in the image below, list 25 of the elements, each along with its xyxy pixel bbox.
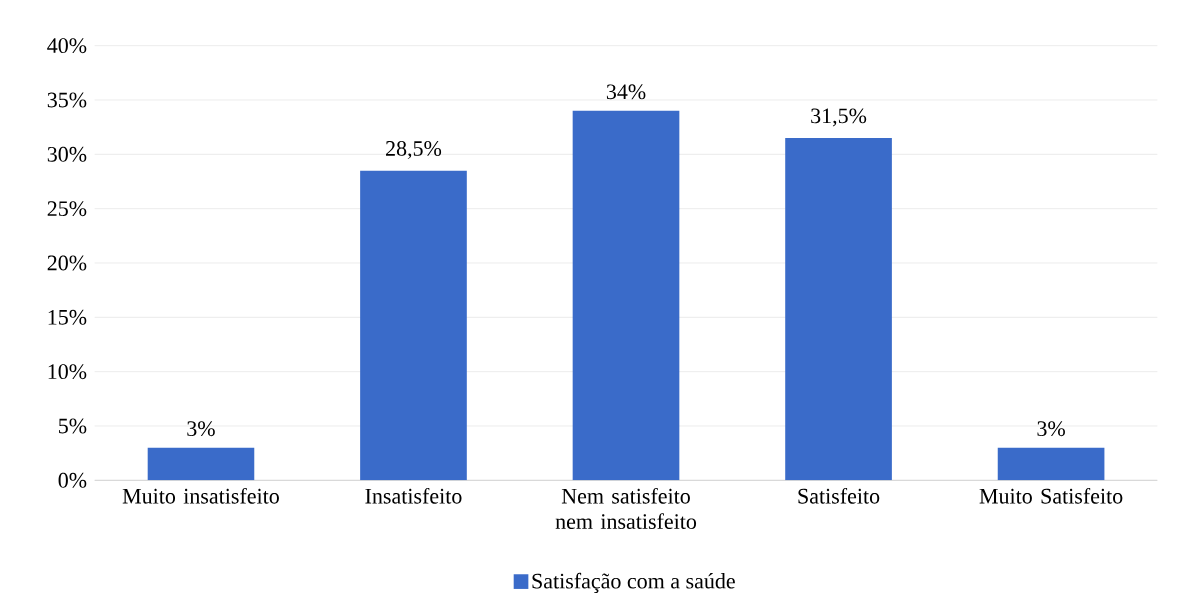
y-tick-label: 15% — [48, 309, 87, 325]
y-tick-label: 10% — [48, 364, 87, 380]
bar — [360, 170, 467, 481]
data-label: 3% — [187, 421, 215, 437]
y-tick-label: 25% — [47, 201, 87, 217]
y-tick-label: 5% — [59, 418, 87, 434]
bar — [997, 447, 1105, 481]
y-tick-label: 35% — [47, 92, 87, 108]
data-label: 31,5% — [811, 108, 867, 127]
x-tick-label: Nem satisfeito nem insatisfeito — [555, 487, 697, 529]
x-tick-label: Muito Satisfeito — [979, 487, 1123, 504]
y-tick-label: 0% — [58, 472, 87, 488]
y-tick-label: 40% — [47, 38, 87, 54]
data-label: 34% — [606, 84, 646, 100]
legend-label: Satisfação com a saúde — [532, 572, 735, 594]
data-label: 3% — [1037, 421, 1065, 437]
x-tick-label: Insatisfeito — [365, 487, 462, 504]
y-tick-label: 30% — [47, 146, 87, 162]
bar — [785, 138, 892, 481]
x-tick-label: Satisfeito — [798, 487, 880, 504]
bar — [572, 110, 680, 481]
bar — [147, 447, 255, 481]
data-label: 28,5% — [386, 141, 442, 160]
x-tick-label: Muito insatisfeito — [122, 487, 279, 504]
y-tick-label: 20% — [47, 255, 87, 271]
